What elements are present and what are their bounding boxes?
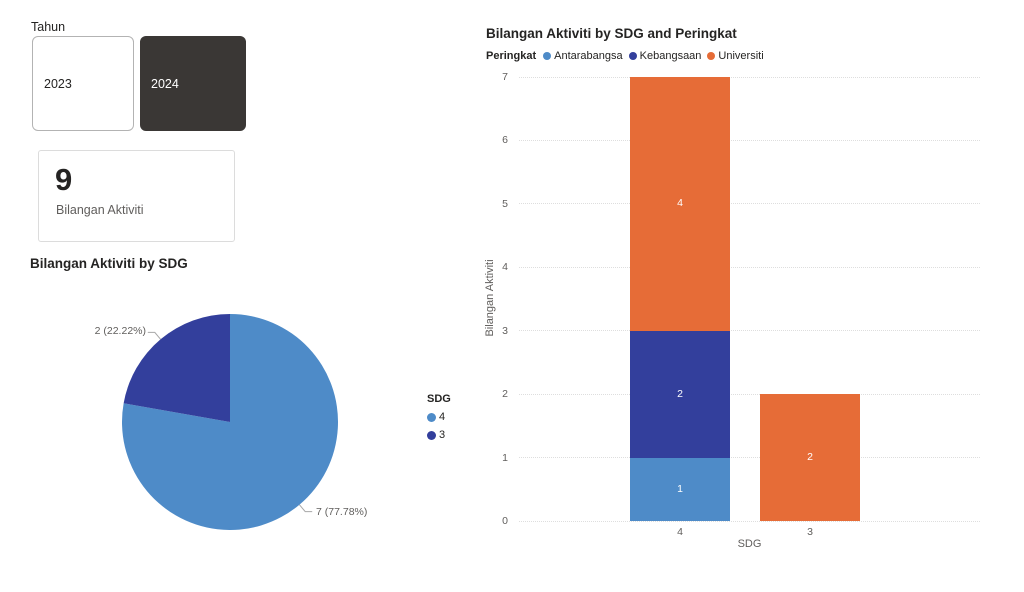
gridline <box>519 393 980 395</box>
legend-label: Universiti <box>718 50 764 62</box>
y-tick-label: 7 <box>502 71 508 83</box>
pie-slice-3[interactable] <box>123 314 230 422</box>
pie-data-label: 2 (22.22%) <box>94 325 146 337</box>
gridline <box>519 203 980 205</box>
y-tick-label: 3 <box>502 324 508 337</box>
pie-chart <box>122 314 338 530</box>
gridline <box>519 330 980 332</box>
bar-data-label: 2 <box>677 387 683 400</box>
gridline <box>519 76 980 78</box>
y-axis-title: Bilangan Aktiviti <box>484 259 496 337</box>
bar-segment-kebangsaan[interactable]: 2 <box>630 330 730 458</box>
gridline <box>519 520 980 522</box>
bar-data-label: 4 <box>677 197 683 209</box>
gridline <box>519 457 980 459</box>
bar-segment-universiti[interactable]: 2 <box>760 394 860 521</box>
pie-legend-title: SDG <box>427 393 451 405</box>
kpi-card: 9 Bilangan Aktiviti <box>38 150 235 242</box>
legend-dot-icon <box>628 52 637 60</box>
y-tick-label: 6 <box>502 134 508 147</box>
bar-segment-antarabangsa[interactable]: 1 <box>630 457 730 521</box>
x-axis-title: SDG <box>737 538 762 550</box>
x-tick-label: 4 <box>677 526 683 538</box>
pie-legend-item-4[interactable]: 4 <box>427 411 451 423</box>
bar-legend: Peringkat Antarabangsa Kebangsaan Universi… <box>486 50 770 62</box>
gridline <box>519 266 980 268</box>
bar-segment-universiti[interactable]: 4 <box>630 77 730 331</box>
y-tick-label: 5 <box>502 197 508 210</box>
pie-callout-line <box>147 331 161 340</box>
x-tick-label: 3 <box>807 526 813 538</box>
kpi-label: Bilangan Aktiviti <box>56 203 144 217</box>
slicer-title: Tahun <box>31 20 66 34</box>
legend-dot-icon <box>427 412 436 422</box>
pie-slice-4[interactable] <box>122 314 338 530</box>
bar-data-label: 1 <box>677 482 683 495</box>
bar-chart-title: Bilangan Aktiviti by SDG and Peringkat <box>486 26 737 41</box>
legend-dot-icon <box>707 52 716 60</box>
pie-legend: SDG 4 3 <box>427 393 451 441</box>
kpi-value: 9 <box>55 162 73 197</box>
y-tick-label: 4 <box>502 261 508 274</box>
bar-legend-title: Peringkat <box>486 50 537 62</box>
gridline <box>519 139 980 141</box>
bar-legend-item-antarabangsa[interactable]: Antarabangsa <box>543 50 623 62</box>
slicer-option-label: 2023 <box>44 76 72 91</box>
legend-dot-icon <box>543 52 552 60</box>
slicer-option-2024[interactable]: 2024 <box>140 36 246 131</box>
legend-dot-icon <box>427 430 436 440</box>
legend-label: 4 <box>439 411 446 423</box>
pie-chart-title: Bilangan Aktiviti by SDG <box>30 256 188 271</box>
slicer-option-label: 2024 <box>151 76 179 91</box>
bar-legend-item-universiti[interactable]: Universiti <box>707 50 764 62</box>
pie-legend-item-3[interactable]: 3 <box>427 429 451 441</box>
legend-label: Kebangsaan <box>639 50 702 62</box>
bar-legend-item-kebangsaan[interactable]: Kebangsaan <box>628 50 702 62</box>
y-tick-label: 2 <box>502 388 508 401</box>
pie-data-label: 7 (77.78%) <box>316 506 368 518</box>
slicer-option-2023[interactable]: 2023 <box>32 36 134 131</box>
legend-label: 3 <box>439 429 446 441</box>
pie-callout-line <box>299 504 313 513</box>
y-tick-label: 1 <box>502 451 508 464</box>
bar-data-label: 2 <box>807 451 813 464</box>
legend-label: Antarabangsa <box>554 50 623 62</box>
y-tick-label: 0 <box>502 515 508 527</box>
